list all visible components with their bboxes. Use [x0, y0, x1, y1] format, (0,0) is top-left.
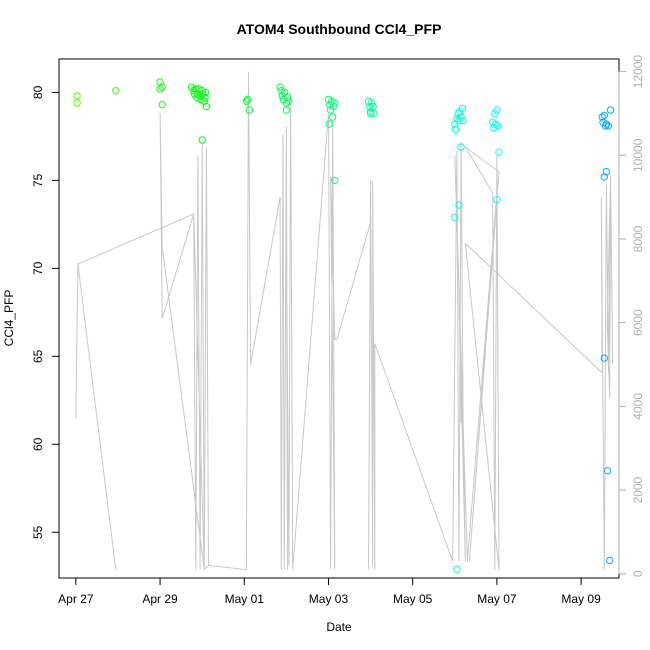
data-point [604, 122, 613, 130]
data-point [603, 467, 612, 475]
data-point [493, 106, 501, 114]
y-tick-label: 60 [31, 437, 45, 451]
data-point [366, 102, 374, 111]
x-tick-label: May 09 [561, 592, 601, 606]
data-point [276, 83, 284, 91]
data-point [329, 113, 337, 121]
data-point [73, 92, 81, 100]
data-point [325, 120, 333, 128]
data-point [366, 109, 375, 118]
data-point [606, 106, 615, 114]
data-point [490, 123, 498, 132]
x-tick-label: Apr 29 [142, 592, 178, 606]
y-tick-label: 80 [31, 85, 45, 99]
x-tick-label: May 03 [309, 592, 349, 606]
data-point [73, 99, 81, 107]
y2-tick-label: 4000 [631, 393, 645, 420]
scatter-layer [73, 78, 615, 573]
data-point [201, 94, 209, 102]
data-point [598, 113, 606, 121]
y-tick-label: 65 [31, 349, 45, 363]
y2-tick-label: 10000 [631, 138, 645, 172]
data-point [455, 201, 463, 209]
data-point [495, 148, 503, 156]
data-point [242, 97, 251, 105]
y-axis-right: 0 2000 4000 6000 8000 10000 12000 [618, 55, 645, 577]
data-point [600, 354, 608, 362]
data-point [494, 122, 502, 130]
plot-frame [58, 58, 620, 579]
data-point [451, 213, 459, 222]
y2-tick-label: 12000 [631, 55, 645, 89]
y-tick-label: 55 [31, 525, 45, 539]
x-tick-label: May 01 [225, 592, 265, 606]
y2-tick-label: 6000 [631, 309, 645, 336]
x-tick-label: Apr 27 [58, 592, 94, 606]
chart-title: ATOM4 Southbound CCl4_PFP [237, 21, 442, 37]
data-point [198, 136, 206, 144]
data-point [285, 97, 293, 105]
data-point [367, 99, 376, 107]
data-point [187, 83, 196, 91]
y-axis-label: CCl4_PFP [2, 290, 16, 347]
x-axis: Apr 27 Apr 29 May 01 May 03 May 05 May 07 May … [58, 577, 601, 606]
data-point [369, 102, 377, 111]
data-point [158, 101, 166, 109]
data-point [202, 102, 211, 111]
y2-tick-label: 8000 [631, 225, 645, 252]
data-point [602, 167, 611, 176]
data-point [331, 99, 339, 107]
data-point [600, 111, 608, 120]
data-point [491, 120, 500, 128]
data-point [451, 125, 460, 134]
secondary-series-line [75, 71, 614, 571]
data-point [370, 109, 378, 118]
data-point [277, 87, 285, 95]
data-point [201, 88, 210, 97]
data-point [158, 83, 166, 91]
y-tick-label: 70 [31, 261, 45, 275]
data-point [243, 95, 252, 104]
data-point [453, 565, 461, 573]
data-point [493, 196, 501, 204]
data-point [245, 106, 254, 114]
y-axis-left: 55 60 65 70 75 80 [31, 85, 60, 539]
data-point [112, 87, 120, 95]
data-point [329, 102, 338, 111]
data-point [458, 104, 467, 113]
data-point [459, 116, 467, 125]
data-point [602, 120, 611, 128]
data-point [283, 94, 292, 102]
y-tick-label: 75 [31, 173, 45, 187]
x-axis-label: Date [326, 620, 352, 634]
y2-tick-label: 2000 [631, 476, 645, 503]
data-point [457, 143, 465, 151]
data-point [331, 176, 339, 185]
secondary-line-layer [75, 71, 614, 571]
x-tick-label: May 07 [477, 592, 517, 606]
data-point [606, 556, 614, 565]
data-point [282, 106, 291, 114]
x-tick-label: May 05 [393, 592, 433, 606]
data-point [156, 85, 164, 93]
y2-tick-label: 0 [631, 570, 645, 577]
